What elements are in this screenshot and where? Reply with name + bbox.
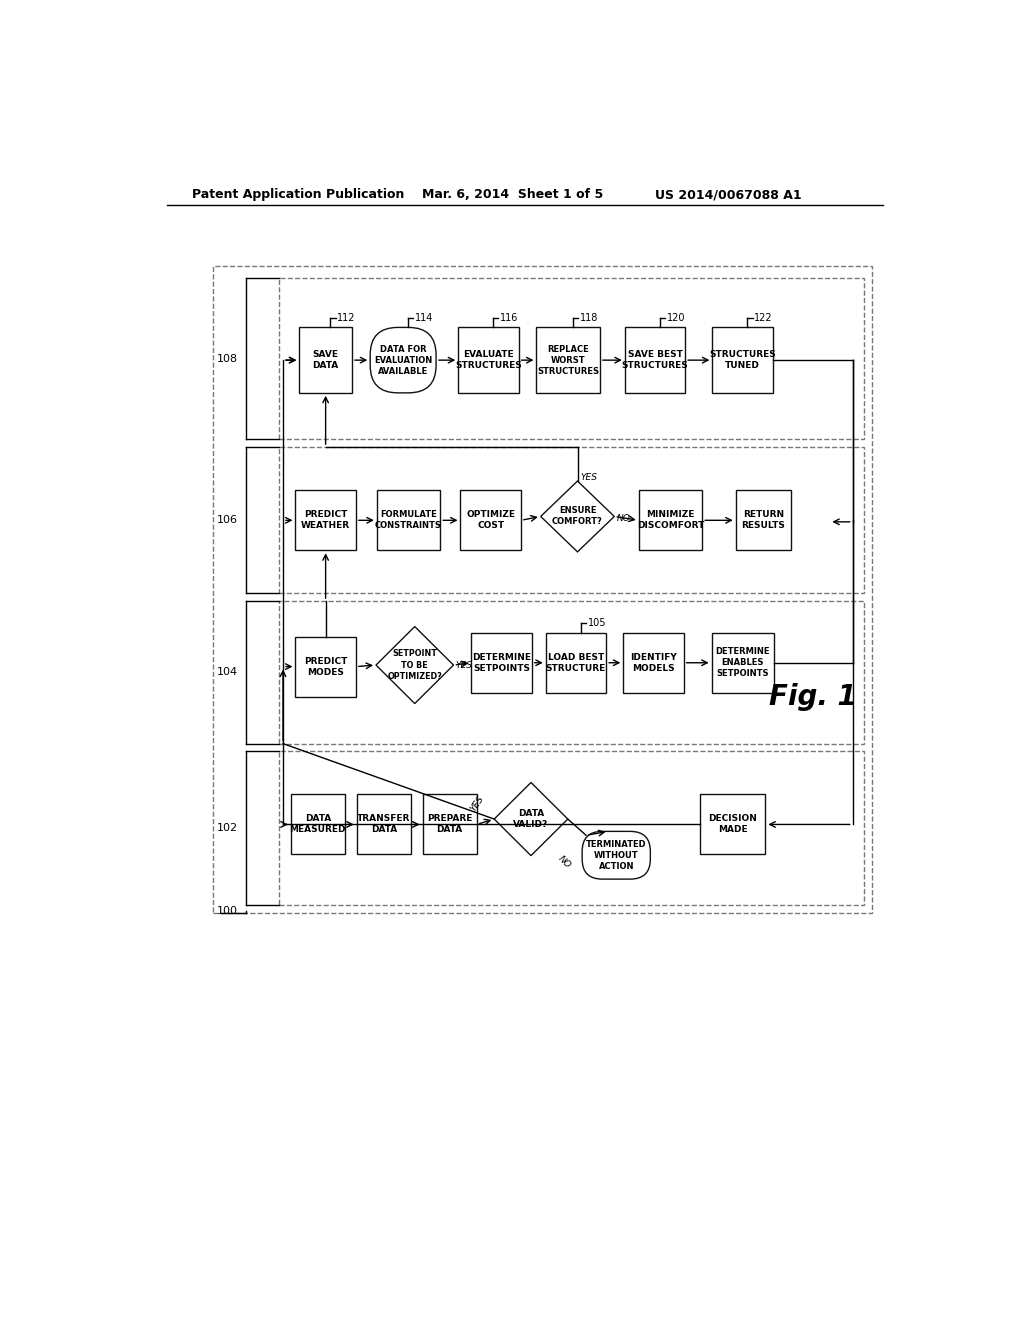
Polygon shape <box>376 627 454 704</box>
FancyBboxPatch shape <box>458 327 518 393</box>
Text: YES: YES <box>581 474 598 482</box>
Text: 100: 100 <box>217 906 239 916</box>
Text: LOAD BEST
STRUCTURE: LOAD BEST STRUCTURE <box>546 652 606 673</box>
Text: NO: NO <box>616 515 631 523</box>
Text: 118: 118 <box>580 313 598 323</box>
FancyBboxPatch shape <box>295 490 356 550</box>
FancyBboxPatch shape <box>471 632 531 693</box>
Text: DATA
MEASURED: DATA MEASURED <box>290 814 346 834</box>
Text: YES: YES <box>469 795 485 813</box>
Text: 105: 105 <box>588 619 606 628</box>
Bar <box>213 267 872 913</box>
Text: FORMULATE
CONSTRAINTS: FORMULATE CONSTRAINTS <box>375 511 442 531</box>
Text: 114: 114 <box>415 313 433 323</box>
FancyBboxPatch shape <box>583 832 650 879</box>
Text: REPLACE
WORST
STRUCTURES: REPLACE WORST STRUCTURES <box>538 345 599 376</box>
Text: PREDICT
MODES: PREDICT MODES <box>304 656 347 677</box>
FancyBboxPatch shape <box>356 795 411 854</box>
FancyBboxPatch shape <box>712 632 773 693</box>
FancyBboxPatch shape <box>299 327 352 393</box>
Text: STRUCTURES
TUNED: STRUCTURES TUNED <box>710 350 776 370</box>
Text: DATA FOR
EVALUATION
AVAILABLE: DATA FOR EVALUATION AVAILABLE <box>374 345 432 376</box>
Bar <box>280 751 864 906</box>
Text: Mar. 6, 2014  Sheet 1 of 5: Mar. 6, 2014 Sheet 1 of 5 <box>423 187 604 201</box>
Text: DETERMINE
SETPOINTS: DETERMINE SETPOINTS <box>472 652 531 673</box>
FancyBboxPatch shape <box>713 327 773 393</box>
Text: 112: 112 <box>337 313 355 323</box>
FancyBboxPatch shape <box>423 795 477 854</box>
Text: SAVE BEST
STRUCTURES: SAVE BEST STRUCTURES <box>622 350 688 370</box>
Text: Fig. 1: Fig. 1 <box>769 684 856 711</box>
FancyBboxPatch shape <box>735 490 792 550</box>
Text: 104: 104 <box>217 667 239 677</box>
Text: MINIMIZE
DISCOMFORT: MINIMIZE DISCOMFORT <box>637 511 705 531</box>
Text: PREDICT
WEATHER: PREDICT WEATHER <box>301 511 350 531</box>
Text: PREPARE
DATA: PREPARE DATA <box>427 814 472 834</box>
FancyBboxPatch shape <box>461 490 521 550</box>
Text: SAVE
DATA: SAVE DATA <box>312 350 339 370</box>
Text: 108: 108 <box>217 354 239 363</box>
FancyBboxPatch shape <box>377 490 440 550</box>
Text: ENSURE
COMFORT?: ENSURE COMFORT? <box>552 507 603 527</box>
Text: TERMINATED
WITHOUT
ACTION: TERMINATED WITHOUT ACTION <box>586 840 646 871</box>
FancyBboxPatch shape <box>537 327 600 393</box>
Text: EVALUATE
STRUCTURES: EVALUATE STRUCTURES <box>455 350 522 370</box>
Text: Patent Application Publication: Patent Application Publication <box>191 187 403 201</box>
Text: 102: 102 <box>217 824 239 833</box>
Text: DECISION
MADE: DECISION MADE <box>708 814 757 834</box>
Text: 122: 122 <box>755 313 773 323</box>
Text: OPTIMIZE
COST: OPTIMIZE COST <box>466 511 515 531</box>
Text: 106: 106 <box>217 515 239 525</box>
FancyBboxPatch shape <box>291 795 345 854</box>
Text: NO: NO <box>556 854 572 870</box>
FancyBboxPatch shape <box>639 490 702 550</box>
Text: RETURN
RESULTS: RETURN RESULTS <box>741 511 785 531</box>
FancyBboxPatch shape <box>699 795 765 854</box>
FancyBboxPatch shape <box>624 632 684 693</box>
Text: DETERMINE
ENABLES
SETPOINTS: DETERMINE ENABLES SETPOINTS <box>716 647 770 678</box>
FancyBboxPatch shape <box>546 632 606 693</box>
FancyBboxPatch shape <box>371 327 436 393</box>
Bar <box>280 277 864 440</box>
FancyBboxPatch shape <box>625 327 685 393</box>
Polygon shape <box>495 783 568 855</box>
Text: US 2014/0067088 A1: US 2014/0067088 A1 <box>655 187 802 201</box>
Text: 116: 116 <box>500 313 518 323</box>
Bar <box>280 447 864 594</box>
Text: TRANSFER
DATA: TRANSFER DATA <box>357 814 411 834</box>
Text: DATA
VALID?: DATA VALID? <box>513 809 549 829</box>
FancyBboxPatch shape <box>295 636 356 697</box>
Text: SETPOINT
TO BE
OPTIMIZED?: SETPOINT TO BE OPTIMIZED? <box>387 649 442 681</box>
Bar <box>280 601 864 743</box>
Text: IDENTIFY
MODELS: IDENTIFY MODELS <box>630 652 677 673</box>
Text: YES: YES <box>456 660 473 669</box>
Text: 120: 120 <box>667 313 685 323</box>
Polygon shape <box>541 480 614 552</box>
